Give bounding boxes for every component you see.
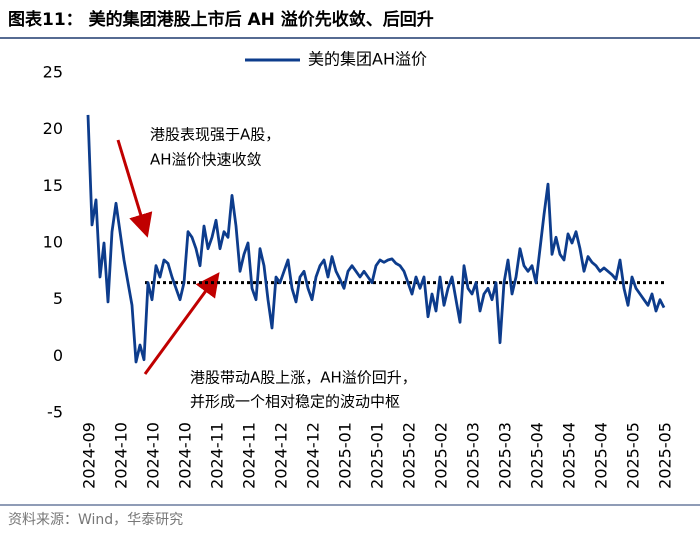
x-tick-label: 2024-11 (240, 422, 259, 489)
x-tick-label: 2024-10 (176, 422, 195, 489)
x-tick-label: 2025-02 (400, 422, 419, 489)
y-tick-label: 25 (43, 63, 63, 82)
x-tick-label: 2025-04 (528, 422, 547, 489)
x-tick-label: 2025-01 (336, 422, 355, 489)
annotation: 港股带动A股上涨，AH溢价回升， (190, 369, 417, 387)
annotation: 港股表现强于A股， (150, 126, 280, 144)
x-tick-label: 2025-05 (656, 422, 675, 489)
y-tick-label: 10 (43, 233, 63, 252)
x-tick-label: 2024-12 (272, 422, 291, 489)
x-tick-label: 2024-11 (208, 422, 227, 489)
x-tick-label: 2024-09 (80, 422, 99, 489)
x-tick-label: 2025-03 (464, 422, 483, 489)
y-tick-label: 0 (53, 346, 63, 365)
x-tick-label: 2025-05 (624, 422, 643, 489)
arrow (116, 139, 153, 238)
series-line (86, 114, 666, 364)
arrow (143, 272, 220, 375)
x-tick-label: 2024-12 (304, 422, 323, 489)
source: 资料来源：Wind，华泰研究 (8, 512, 183, 528)
chart-title: 图表11： 美的集团港股上市后 AH 溢价先收敛、后回升 (8, 9, 434, 30)
x-tick-label: 2024-10 (144, 422, 163, 489)
x-tick-label: 2025-03 (496, 422, 515, 489)
annotation: AH溢价快速收敛 (150, 151, 262, 169)
x-tick-label: 2024-10 (112, 422, 131, 489)
x-tick-label: 2025-04 (592, 422, 611, 489)
y-tick-label: 15 (43, 176, 63, 195)
y-tick-label: 5 (53, 289, 63, 308)
x-tick-label: 2025-02 (432, 422, 451, 489)
annotation: 并形成一个相对稳定的波动中枢 (190, 393, 400, 411)
y-tick-label: 20 (43, 119, 63, 138)
y-tick-label: -5 (47, 403, 63, 422)
x-tick-label: 2025-01 (368, 422, 387, 489)
x-tick-label: 2025-04 (560, 422, 579, 489)
legend-label: 美的集团AH溢价 (308, 50, 427, 69)
